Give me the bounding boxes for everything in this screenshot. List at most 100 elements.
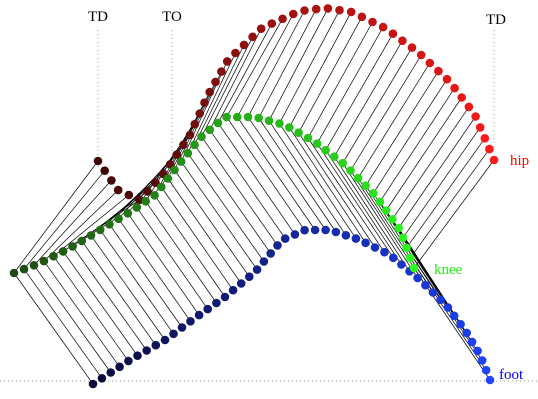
thigh-segment xyxy=(325,33,394,151)
foot-marker xyxy=(443,303,453,312)
thigh-segment xyxy=(217,23,273,124)
hip-marker xyxy=(217,67,226,76)
knee-marker xyxy=(402,243,411,253)
shank-segment xyxy=(180,161,258,270)
hip-marker xyxy=(231,48,240,58)
thigh-segment xyxy=(258,8,317,119)
shank-segment xyxy=(145,201,217,304)
thigh-segment xyxy=(365,70,439,186)
thigh-segment xyxy=(43,189,119,262)
shank-segment xyxy=(174,169,250,277)
foot-marker xyxy=(245,272,254,282)
shank-segment xyxy=(90,235,166,341)
knee-marker xyxy=(150,191,159,200)
thigh-segment xyxy=(402,127,481,239)
thigh-segment xyxy=(288,11,352,128)
knee-marker xyxy=(329,152,339,161)
hip-marker xyxy=(416,50,426,60)
foot-marker xyxy=(220,292,230,302)
foot-marker xyxy=(331,227,341,237)
knee-marker xyxy=(222,112,231,122)
thigh-segment xyxy=(174,71,222,171)
knee-marker xyxy=(409,263,419,273)
foot-marker xyxy=(321,225,330,235)
shank-segment xyxy=(325,150,402,265)
hip-marker xyxy=(289,9,298,19)
shank-segment xyxy=(298,132,376,248)
shank-segment xyxy=(226,116,305,231)
thigh-segment xyxy=(53,194,130,257)
hip-marker xyxy=(124,190,134,200)
knee-marker xyxy=(170,165,179,175)
knee-marker xyxy=(375,197,385,207)
knee-marker xyxy=(123,209,133,218)
thigh-segment xyxy=(298,16,363,133)
foot-marker xyxy=(160,335,170,345)
knee-marker xyxy=(58,247,68,256)
foot-marker xyxy=(413,273,422,283)
knee-marker xyxy=(233,112,242,122)
knee-marker xyxy=(394,223,403,233)
hip-marker xyxy=(143,187,152,196)
knee-marker xyxy=(132,203,142,212)
foot-marker xyxy=(212,298,221,308)
knee-marker xyxy=(338,158,348,168)
foot-marker xyxy=(252,265,262,274)
knee-marker xyxy=(190,140,199,150)
shank-segment xyxy=(289,127,366,243)
knee-marker xyxy=(163,174,173,183)
thigh-segment xyxy=(99,164,171,231)
foot-marker xyxy=(467,337,477,347)
thigh-segment xyxy=(350,54,422,171)
hip-marker xyxy=(434,66,443,76)
shank-segment xyxy=(209,129,286,239)
shank-segment xyxy=(23,268,103,379)
knee-marker xyxy=(369,189,378,198)
thigh-segment xyxy=(247,10,305,118)
joint-markers xyxy=(9,4,499,389)
shank-segment xyxy=(136,207,208,310)
hip-marker xyxy=(211,77,220,87)
hip-marker xyxy=(471,112,480,121)
hip-marker xyxy=(323,4,333,13)
knee-marker xyxy=(264,116,274,125)
foot-marker xyxy=(115,362,124,372)
foot-marker xyxy=(389,253,398,263)
shank-segment xyxy=(247,116,326,231)
hip-marker xyxy=(113,185,123,195)
hip-marker xyxy=(239,40,249,50)
foot-marker xyxy=(421,280,430,290)
shank-segment xyxy=(279,123,357,239)
foot-marker xyxy=(300,225,309,235)
thigh-segment xyxy=(194,44,245,145)
thigh-segment xyxy=(385,97,462,211)
shank-segment xyxy=(43,260,120,368)
shank-segment xyxy=(217,122,296,235)
hip-marker xyxy=(485,144,494,154)
knee-marker xyxy=(353,173,363,183)
shank-segment xyxy=(33,265,111,373)
thigh-segment xyxy=(307,21,373,139)
event-guides xyxy=(0,30,538,382)
shank-segment xyxy=(268,120,347,236)
shank-segment xyxy=(161,186,234,291)
knee-marker xyxy=(49,251,58,261)
thigh-segment xyxy=(187,52,236,154)
foot-marker xyxy=(341,231,351,240)
shank-segment xyxy=(127,213,200,316)
hip-marker xyxy=(425,58,435,68)
thigh-segment xyxy=(398,116,476,229)
hip-marker xyxy=(195,109,204,118)
foot-marker xyxy=(310,225,320,235)
foot-marker xyxy=(456,319,465,329)
knee-marker xyxy=(285,123,294,132)
knee-marker xyxy=(406,253,415,263)
thigh-segment xyxy=(316,26,384,144)
hip-marker xyxy=(489,155,499,165)
foot-marker xyxy=(142,346,151,355)
thigh-segment xyxy=(33,180,112,266)
foot-marker xyxy=(380,247,389,257)
shank-segment xyxy=(81,240,157,346)
shank-segment xyxy=(167,178,242,284)
